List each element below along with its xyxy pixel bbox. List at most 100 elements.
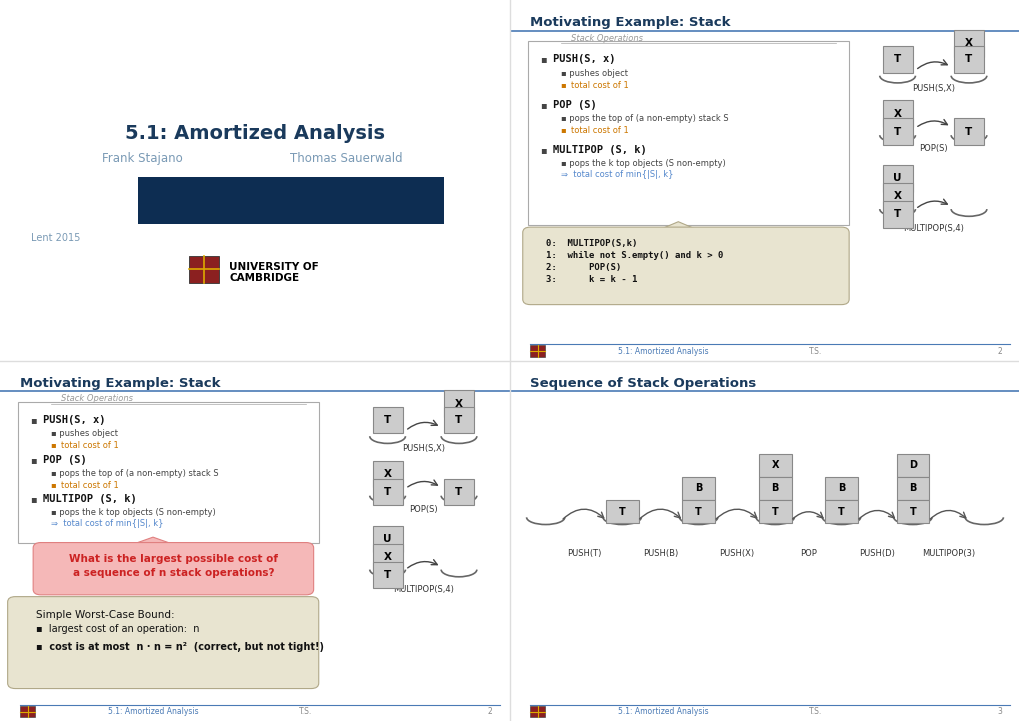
Text: T.S.: T.S.: [809, 707, 821, 717]
Text: ▪: ▪: [31, 415, 37, 425]
FancyBboxPatch shape: [758, 500, 791, 523]
Text: Motivating Example: Stack: Motivating Example: Stack: [530, 17, 731, 30]
FancyBboxPatch shape: [605, 500, 638, 523]
Text: ▪: ▪: [560, 81, 569, 90]
Text: MULTIPOP(S,4): MULTIPOP(S,4): [392, 585, 453, 594]
Text: MULTIPOP(S,4): MULTIPOP(S,4): [902, 224, 963, 234]
Text: T: T: [383, 487, 391, 497]
FancyBboxPatch shape: [372, 407, 403, 433]
Text: UNIVERSITY OF: UNIVERSITY OF: [229, 262, 319, 272]
FancyBboxPatch shape: [443, 407, 474, 433]
FancyBboxPatch shape: [443, 391, 474, 417]
Text: ▪  cost is at most  n · n = n²  (correct, but not tight!): ▪ cost is at most n · n = n² (correct, b…: [36, 642, 323, 652]
Text: X: X: [454, 399, 463, 409]
Text: POP (S): POP (S): [552, 99, 596, 110]
Text: U: U: [383, 534, 391, 544]
Text: POP(S): POP(S): [409, 505, 437, 513]
FancyBboxPatch shape: [953, 118, 983, 145]
Text: 5.1: Amortized Analysis: 5.1: Amortized Analysis: [125, 124, 384, 143]
Text: a sequence of n stack operations?: a sequence of n stack operations?: [72, 568, 274, 578]
Text: 5.1: Amortized Analysis: 5.1: Amortized Analysis: [618, 347, 707, 356]
FancyBboxPatch shape: [881, 118, 912, 145]
FancyBboxPatch shape: [824, 477, 857, 500]
Text: ⇒  total cost of min{|S|, k}: ⇒ total cost of min{|S|, k}: [51, 519, 163, 528]
Text: PUSH(T): PUSH(T): [567, 549, 600, 558]
Text: T: T: [695, 507, 701, 517]
Text: MULTIPOP (S, k): MULTIPOP (S, k): [43, 495, 137, 504]
FancyBboxPatch shape: [682, 477, 714, 500]
Text: total cost of 1: total cost of 1: [571, 126, 629, 135]
FancyBboxPatch shape: [372, 544, 403, 570]
FancyBboxPatch shape: [372, 479, 403, 505]
Text: 2: 2: [487, 707, 491, 717]
Text: ▪ pushes object: ▪ pushes object: [560, 68, 630, 78]
Text: 0:  MULTIPOP(S,k): 0: MULTIPOP(S,k): [545, 239, 637, 248]
Text: 3:      k = k - 1: 3: k = k - 1: [545, 275, 637, 283]
FancyBboxPatch shape: [523, 227, 848, 304]
Text: T: T: [909, 507, 915, 517]
Text: total cost of 1: total cost of 1: [61, 441, 119, 451]
FancyBboxPatch shape: [34, 542, 314, 595]
FancyBboxPatch shape: [758, 454, 791, 477]
FancyBboxPatch shape: [8, 597, 318, 689]
Text: MULTIPOP (S, k): MULTIPOP (S, k): [552, 145, 646, 154]
Text: 5.1: Amortized Analysis: 5.1: Amortized Analysis: [618, 707, 707, 717]
Text: POP(S): POP(S): [918, 144, 947, 153]
Text: T: T: [383, 570, 391, 580]
Text: X: X: [893, 109, 901, 118]
Text: MULTIPOP(3): MULTIPOP(3): [921, 549, 974, 558]
Text: ▪: ▪: [51, 441, 59, 451]
Text: ▪: ▪: [560, 126, 569, 135]
FancyBboxPatch shape: [896, 454, 928, 477]
Text: 5.1: Amortized Analysis: 5.1: Amortized Analysis: [108, 707, 198, 717]
Text: 2:      POP(S): 2: POP(S): [545, 262, 621, 272]
Text: D: D: [908, 460, 916, 470]
FancyBboxPatch shape: [896, 477, 928, 500]
Text: PUSH(S,X): PUSH(S,X): [401, 444, 444, 454]
Polygon shape: [652, 222, 703, 232]
Text: ▪: ▪: [540, 99, 546, 110]
FancyBboxPatch shape: [953, 46, 983, 73]
FancyBboxPatch shape: [443, 479, 474, 505]
Text: X: X: [383, 469, 391, 479]
Text: B: B: [770, 484, 779, 493]
Text: ▪: ▪: [31, 455, 37, 464]
FancyBboxPatch shape: [530, 706, 544, 717]
Text: T: T: [454, 415, 463, 425]
Text: X: X: [964, 38, 972, 48]
Text: Thomas Sauerwald: Thomas Sauerwald: [290, 152, 403, 165]
Text: ▪: ▪: [31, 495, 37, 504]
Text: T: T: [383, 415, 391, 425]
Text: ▪  largest cost of an operation:  n: ▪ largest cost of an operation: n: [36, 624, 199, 634]
Polygon shape: [122, 537, 183, 548]
Text: Motivating Example: Stack: Motivating Example: Stack: [20, 376, 221, 390]
Text: T: T: [893, 55, 901, 64]
Text: T: T: [771, 507, 777, 517]
Text: X: X: [770, 460, 779, 470]
Text: CAMBRIDGE: CAMBRIDGE: [229, 273, 300, 283]
FancyBboxPatch shape: [530, 345, 544, 357]
FancyBboxPatch shape: [881, 165, 912, 192]
Text: Stack Operations: Stack Operations: [571, 34, 643, 43]
Text: PUSH(S, x): PUSH(S, x): [43, 415, 106, 425]
Text: ▪ pops the k top objects (S non-empty): ▪ pops the k top objects (S non-empty): [51, 508, 216, 518]
Text: PUSH(S,X): PUSH(S,X): [911, 84, 954, 93]
FancyBboxPatch shape: [372, 526, 403, 552]
FancyBboxPatch shape: [372, 562, 403, 588]
Text: PUSH(B): PUSH(B): [642, 549, 678, 558]
Text: T: T: [964, 127, 972, 136]
Text: T: T: [964, 55, 972, 64]
FancyBboxPatch shape: [18, 402, 318, 542]
Text: ▪ pops the top of (a non-empty) stack S: ▪ pops the top of (a non-empty) stack S: [560, 114, 728, 123]
Text: T: T: [893, 127, 901, 136]
Text: PUSH(X): PUSH(X): [718, 549, 754, 558]
Text: total cost of 1: total cost of 1: [571, 81, 629, 90]
FancyBboxPatch shape: [372, 461, 403, 487]
Text: ⇒  total cost of min{|S|, k}: ⇒ total cost of min{|S|, k}: [560, 169, 673, 179]
FancyBboxPatch shape: [189, 256, 219, 283]
Text: ▪: ▪: [540, 145, 546, 154]
FancyBboxPatch shape: [881, 183, 912, 210]
Text: T.S.: T.S.: [300, 707, 312, 717]
FancyBboxPatch shape: [824, 500, 857, 523]
FancyBboxPatch shape: [896, 500, 928, 523]
